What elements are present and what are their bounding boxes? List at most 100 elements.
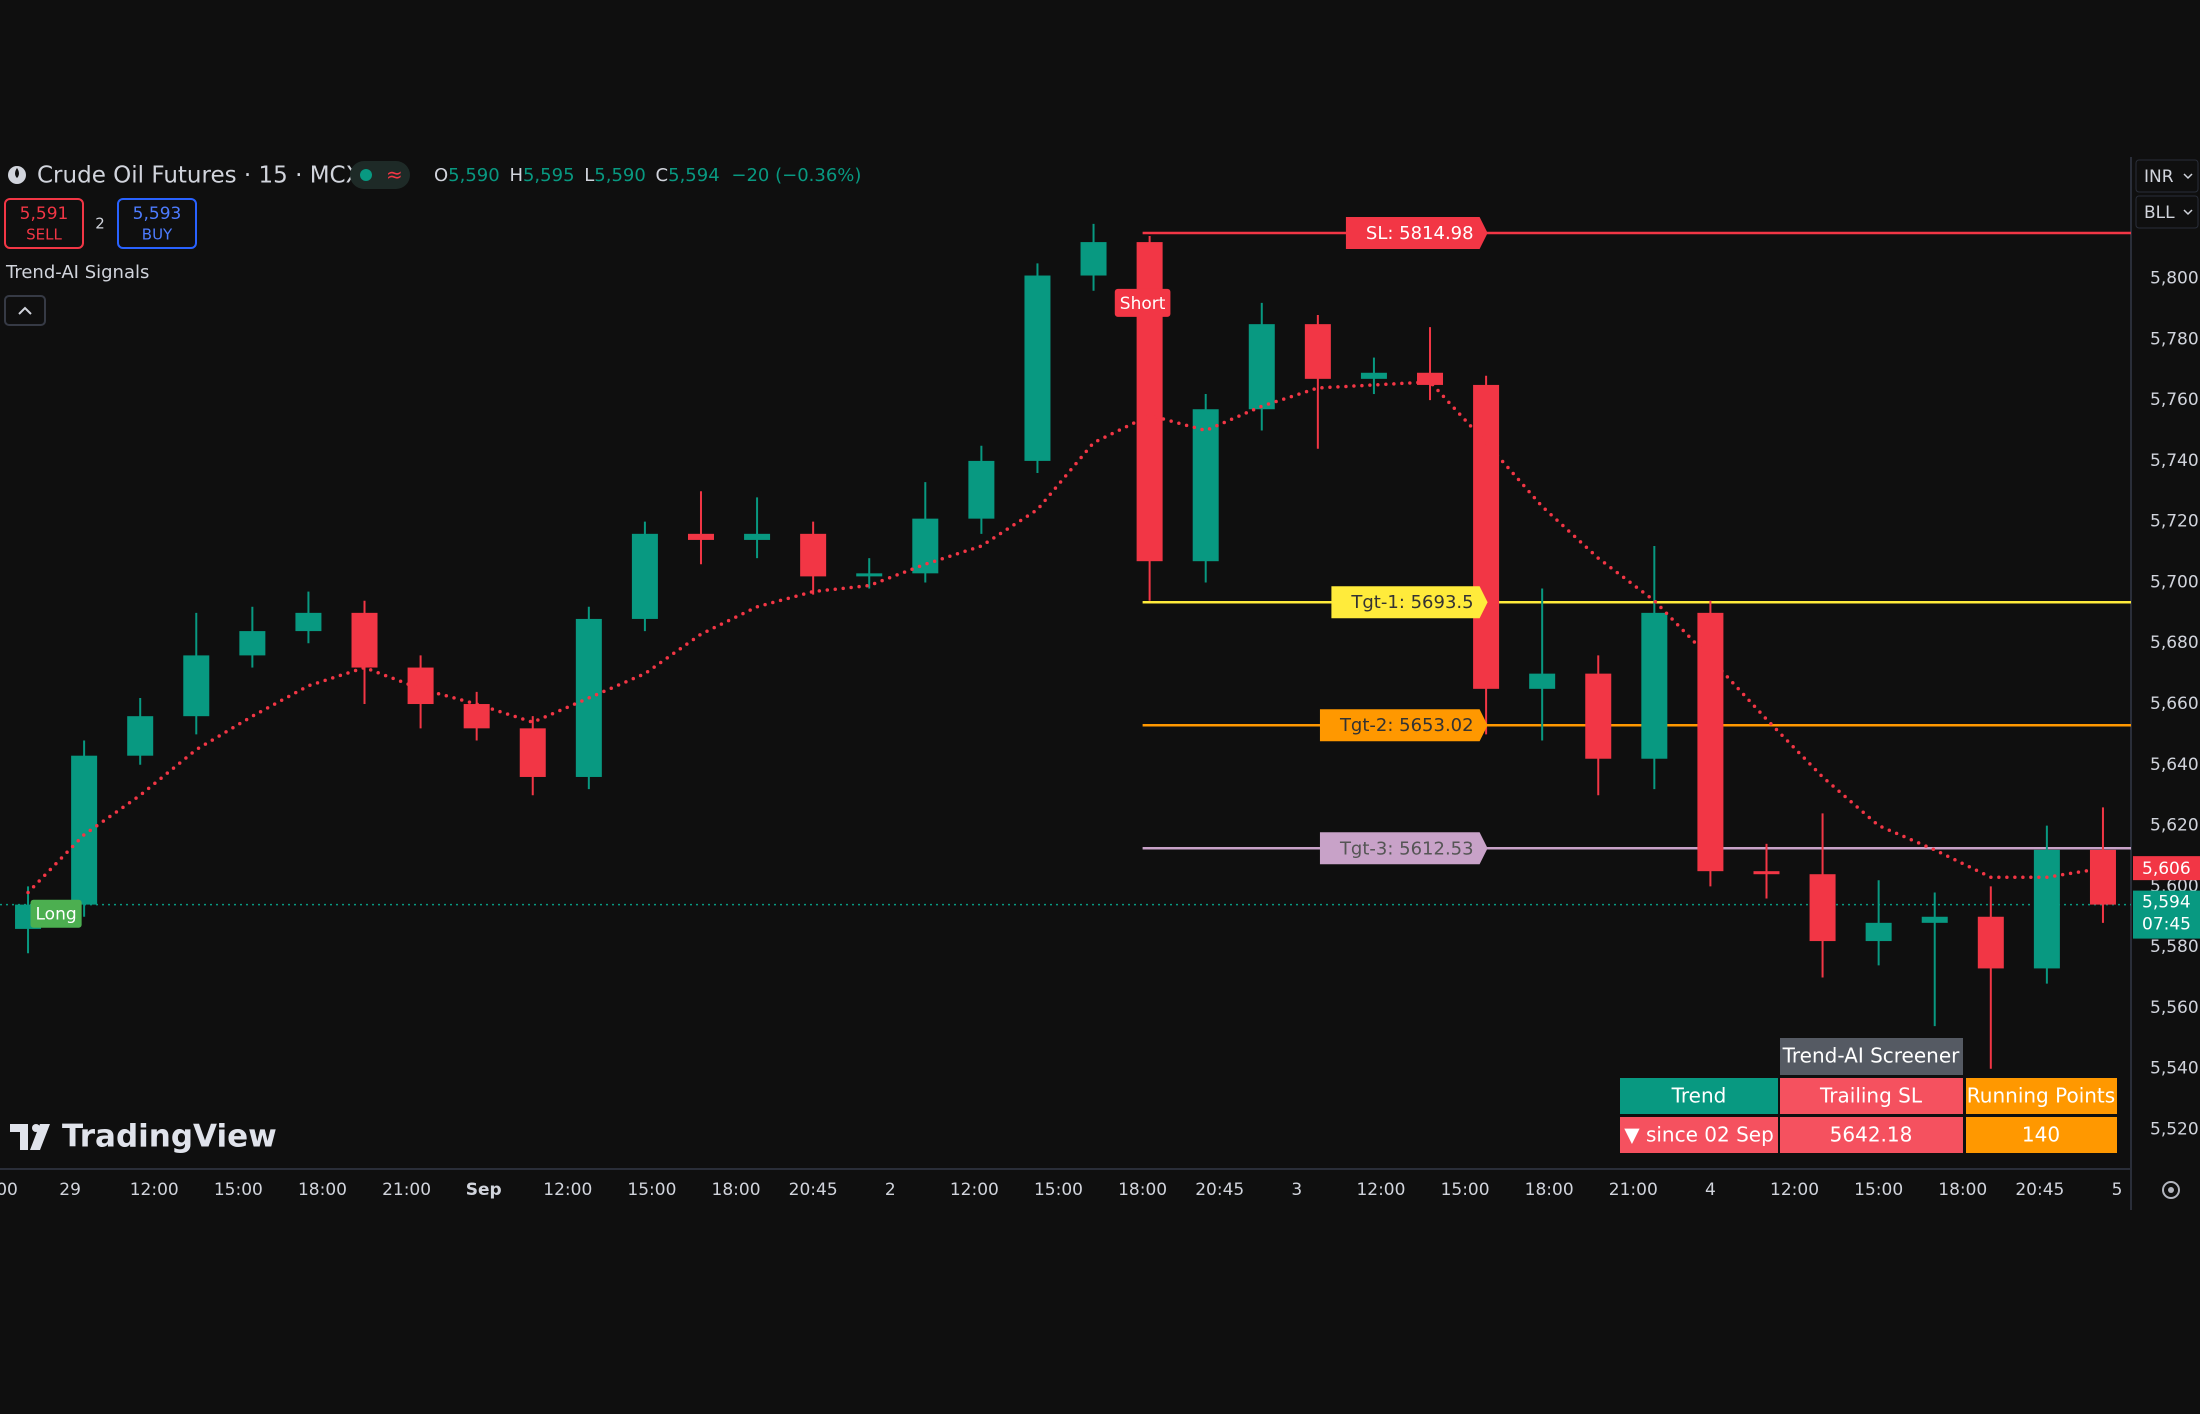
level-label: Tgt-3: 5612.53 bbox=[1339, 838, 1474, 859]
candle-body bbox=[1977, 916, 2004, 969]
x-tick-label: Sep bbox=[466, 1180, 502, 1200]
x-tick-label: 20:45 bbox=[789, 1180, 838, 1200]
level-label-box bbox=[1319, 709, 1488, 742]
x-tick-label: 18:00 bbox=[712, 1180, 761, 1200]
level-label: SL: 5814.98 bbox=[1366, 223, 1474, 244]
header-cell bbox=[1780, 1078, 1963, 1114]
candle-body bbox=[1417, 372, 1444, 385]
row-text: 140 bbox=[2022, 1123, 2060, 1147]
x-tick-label: 21:00 bbox=[382, 1180, 431, 1200]
header-cell bbox=[1966, 1078, 2117, 1114]
screener-title-cell bbox=[1780, 1038, 1963, 1075]
candle-body bbox=[127, 716, 154, 756]
signal-label: Long bbox=[36, 905, 77, 925]
ohlc-value: 5,594 bbox=[668, 165, 720, 186]
y-tick-label: 5,720 bbox=[2150, 512, 2199, 532]
y-tick-label: 5,780 bbox=[2150, 329, 2199, 349]
x-tick-label: 18:00 bbox=[1525, 1180, 1574, 1200]
x-tick-label: 4 bbox=[1705, 1180, 1716, 1200]
row-cell bbox=[1780, 1117, 1963, 1153]
symbol-icon-drop bbox=[15, 168, 19, 178]
y-tick-label: 5,760 bbox=[2150, 390, 2199, 410]
candle-body bbox=[407, 667, 434, 705]
currency: INR bbox=[2144, 167, 2174, 187]
header-text: Trailing SL bbox=[1819, 1084, 1923, 1108]
header-cell bbox=[1620, 1078, 1778, 1114]
candle-body bbox=[1865, 922, 1892, 942]
candle-body bbox=[2033, 849, 2060, 969]
indicator-title[interactable]: Trend-AI Signals bbox=[5, 262, 149, 283]
visibility-toggle[interactable] bbox=[350, 161, 410, 189]
countdown-label: 07:45 bbox=[2142, 915, 2191, 935]
candle-body bbox=[1080, 242, 1107, 276]
logo-dot bbox=[32, 1124, 40, 1132]
ohlc-key: L bbox=[584, 165, 594, 186]
signal-label: Short bbox=[1120, 294, 1166, 314]
spread: 2 bbox=[95, 215, 105, 233]
screener-table: Trend-AI Screener Trend Trailing SL Runn… bbox=[1620, 1038, 2117, 1153]
x-tick-label: 12:00 bbox=[1356, 1180, 1405, 1200]
ohlc-value: 5,590 bbox=[594, 165, 646, 186]
ohlc-value: 5,590 bbox=[448, 165, 500, 186]
y-tick-label: 5,740 bbox=[2150, 451, 2199, 471]
x-tick-label: 29 bbox=[59, 1180, 81, 1200]
header-text: Running Points bbox=[1967, 1084, 2115, 1108]
row-text: ▼ since 02 Sep bbox=[1624, 1123, 1774, 1147]
collapse-button[interactable] bbox=[4, 295, 46, 326]
signal-box bbox=[1114, 288, 1171, 317]
x-tick-label: 20:45 bbox=[1195, 1180, 1244, 1200]
x-tick-label: 00 bbox=[0, 1180, 18, 1200]
x-tick-label: 21:00 bbox=[1609, 1180, 1658, 1200]
buy-price: 5,593 bbox=[133, 204, 182, 224]
logo: TradingView bbox=[10, 1119, 277, 1155]
collapse-icon bbox=[18, 306, 32, 315]
x-tick-label: 18:00 bbox=[1118, 1180, 1167, 1200]
y-tick-label: 5,560 bbox=[2150, 998, 2199, 1018]
y-tick-label: 5,660 bbox=[2150, 694, 2199, 714]
candle-body bbox=[1360, 372, 1387, 379]
candle-body bbox=[1697, 612, 1724, 872]
indicator-line bbox=[26, 380, 2105, 895]
logo-mark bbox=[10, 1124, 50, 1150]
candle-body bbox=[856, 573, 883, 577]
ohlc-change: −20 (−0.36%) bbox=[731, 165, 861, 186]
currency-button[interactable] bbox=[2135, 159, 2199, 193]
candle-body bbox=[800, 533, 827, 577]
y-tick-label: 5,680 bbox=[2150, 633, 2199, 653]
buy-button[interactable] bbox=[117, 198, 197, 249]
x-tick-label: 15:00 bbox=[1854, 1180, 1903, 1200]
unit-button[interactable] bbox=[2135, 195, 2199, 229]
y-tick-label: 5,540 bbox=[2150, 1059, 2199, 1079]
candle-body bbox=[1809, 874, 1836, 942]
y-tick-label: 5,580 bbox=[2150, 937, 2199, 957]
candle-body bbox=[295, 612, 322, 632]
ohlc-key: C bbox=[656, 165, 669, 186]
settings-icon[interactable] bbox=[2162, 1181, 2180, 1199]
candle-body bbox=[1753, 871, 1780, 875]
candle-body bbox=[2089, 849, 2116, 905]
level-label-box bbox=[1331, 586, 1488, 619]
buy-label: BUY bbox=[142, 226, 173, 244]
y-tick-label: 5,620 bbox=[2150, 816, 2199, 836]
candle-body bbox=[1473, 384, 1500, 689]
candle-body bbox=[968, 460, 995, 519]
indicator-price-label: 5,606 bbox=[2142, 859, 2191, 879]
level-label: Tgt-1: 5693.5 bbox=[1350, 592, 1473, 613]
x-tick-label: 15:00 bbox=[214, 1180, 263, 1200]
x-tick-label: 12:00 bbox=[130, 1180, 179, 1200]
symbol-title[interactable]: Crude Oil Futures · 15 · MCX bbox=[37, 163, 362, 189]
x-tick-label: 12:00 bbox=[950, 1180, 999, 1200]
logo-text: TradingView bbox=[62, 1119, 277, 1155]
row-cell bbox=[1966, 1117, 2117, 1153]
level-label: Tgt-2: 5653.02 bbox=[1339, 715, 1474, 736]
signal-box bbox=[30, 899, 82, 928]
ohlc-legend: O5,590 H5,595 L5,590 C5,594 −20 (−0.36%) bbox=[434, 165, 861, 186]
screener-title: Trend-AI Screener bbox=[1782, 1044, 1961, 1068]
x-tick-label: 15:00 bbox=[1034, 1180, 1083, 1200]
x-tick-label: 18:00 bbox=[298, 1180, 347, 1200]
row-text: 5642.18 bbox=[1830, 1123, 1913, 1147]
sell-button[interactable] bbox=[4, 198, 84, 249]
x-tick-label: 2 bbox=[885, 1180, 896, 1200]
